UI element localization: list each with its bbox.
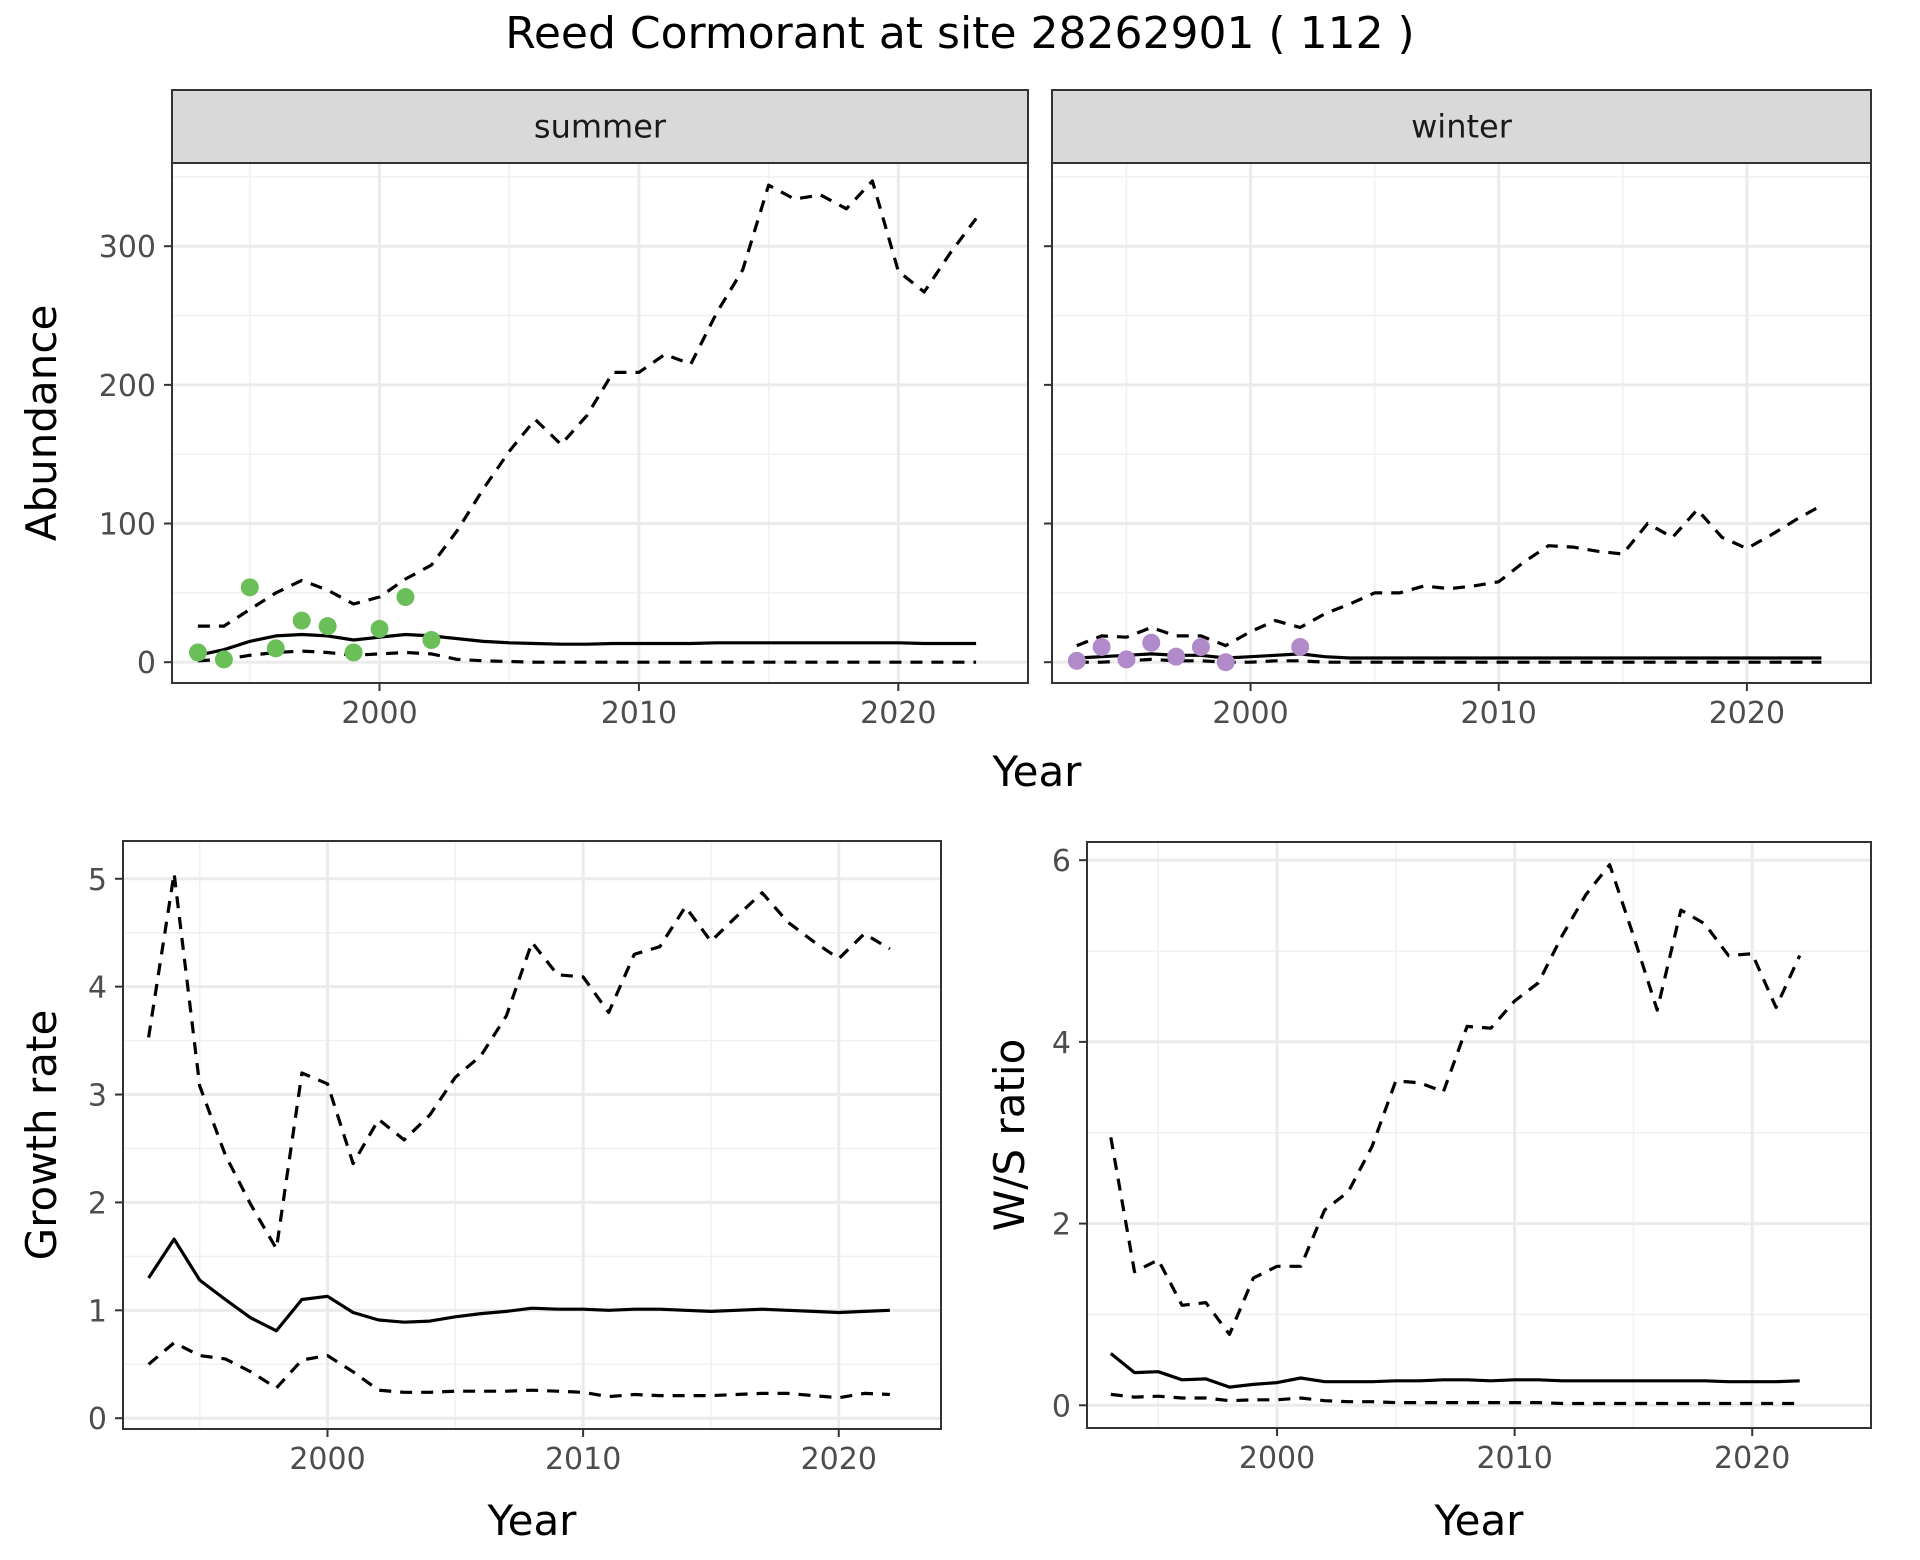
summer-x-tick-label: 2020 <box>860 696 936 731</box>
summer-y-tick-label: 100 <box>99 508 156 543</box>
summer-y-axis-title: Abundance <box>17 305 66 542</box>
growth-rate-y-tick-label: 3 <box>88 1079 107 1114</box>
summer-plot-area <box>172 163 1028 683</box>
ws-ratio-y-tick-label: 6 <box>1052 844 1071 879</box>
growth-rate-x-tick-label: 2010 <box>545 1442 621 1477</box>
summer-x-tick-label: 2010 <box>601 696 677 731</box>
ws-ratio-y-axis-title: W/S ratio <box>985 1039 1034 1232</box>
summer-series-line-2 <box>197 649 977 664</box>
panel-summer: summer 2000 2010 2020 0 100 200 300 Abundance <box>17 89 1029 731</box>
summer-data-point <box>318 617 337 636</box>
panel-growth-rate: 2000 2010 2020 0 1 2 3 4 5 Growth rate Year <box>17 840 942 1545</box>
summer-y-tick-label: 200 <box>99 369 156 404</box>
growth-rate-series-line-2 <box>147 1341 890 1400</box>
growth-rate-y-tick-label: 4 <box>88 971 107 1006</box>
summer-y-tick-label: 300 <box>99 230 156 265</box>
winter-x-tick-label: 2020 <box>1709 696 1785 731</box>
winter-plot-area <box>1052 163 1871 683</box>
summer-series-line-1 <box>197 179 978 628</box>
summer-data-point <box>344 643 363 662</box>
summer-x-tick-label: 2000 <box>341 696 417 731</box>
summer-data-point <box>266 639 285 658</box>
winter-data-point <box>1142 633 1161 652</box>
panel-winter: winter 2000 2010 2020 <box>1044 89 1872 731</box>
figure-title: Reed Cormorant at site 28262901 ( 112 ) <box>505 8 1414 59</box>
growth-rate-y-axis-title: Growth rate <box>17 1010 66 1261</box>
growth-rate-y-tick-label: 0 <box>88 1402 107 1437</box>
ws-ratio-series-line-0 <box>1109 1352 1800 1389</box>
summer-data-point <box>188 643 207 662</box>
ws-ratio-y-tick-label: 2 <box>1052 1208 1071 1243</box>
ws-ratio-series-line-2 <box>1110 1392 1800 1406</box>
growth-rate-plot-area <box>123 841 941 1429</box>
ws-ratio-x-tick-label: 2020 <box>1714 1441 1790 1476</box>
ws-ratio-series-line-1 <box>1109 863 1802 1337</box>
ws-ratio-x-axis-title: Year <box>1434 1496 1525 1545</box>
ws-ratio-x-tick-label: 2010 <box>1476 1441 1552 1476</box>
winter-series-line-2 <box>1076 657 1822 664</box>
summer-y-tick-label: 0 <box>137 646 156 681</box>
winter-data-point <box>1216 653 1235 672</box>
growth-rate-x-axis-title: Year <box>487 1496 578 1545</box>
ws-ratio-panel-border <box>1086 841 1872 1429</box>
growth-rate-series-line-0 <box>147 1237 890 1333</box>
summer-series-line-0 <box>197 632 977 657</box>
summer-strip-label: summer <box>534 108 667 146</box>
summer-data-point <box>370 619 389 638</box>
growth-rate-y-tick-label: 2 <box>88 1186 107 1221</box>
summer-data-point <box>396 588 415 607</box>
winter-data-point <box>1067 651 1086 670</box>
summer-strip <box>171 89 1029 164</box>
ws-ratio-y-tick-label: 0 <box>1052 1389 1071 1424</box>
winter-data-point <box>1291 637 1310 656</box>
winter-x-tick-label: 2010 <box>1461 696 1537 731</box>
growth-rate-panel-border <box>122 840 942 1430</box>
summer-data-point <box>292 611 311 630</box>
winter-data-point <box>1092 637 1111 656</box>
ws-ratio-x-tick-label: 2000 <box>1239 1441 1315 1476</box>
summer-data-point <box>422 631 441 650</box>
growth-rate-y-tick-label: 5 <box>88 863 107 898</box>
winter-series-line-1 <box>1076 504 1823 648</box>
summer-data-point <box>240 578 259 597</box>
top-x-axis-title: Year <box>992 747 1083 796</box>
winter-data-point <box>1191 637 1210 656</box>
growth-rate-x-tick-label: 2020 <box>801 1442 877 1477</box>
growth-rate-y-tick-label: 1 <box>88 1294 107 1329</box>
winter-x-tick-label: 2000 <box>1212 696 1288 731</box>
winter-strip <box>1051 89 1872 164</box>
ws-ratio-plot-area <box>1087 842 1871 1428</box>
panel-ws-ratio: 2000 2010 2020 0 2 4 6 W/S ratio Year <box>985 841 1872 1545</box>
winter-data-point <box>1167 647 1186 666</box>
winter-data-point <box>1117 650 1136 669</box>
summer-data-point <box>214 650 233 669</box>
winter-strip-label: winter <box>1411 108 1513 146</box>
growth-rate-x-tick-label: 2000 <box>289 1442 365 1477</box>
ws-ratio-y-tick-label: 4 <box>1052 1026 1071 1061</box>
growth-rate-series-line-1 <box>147 871 891 1251</box>
